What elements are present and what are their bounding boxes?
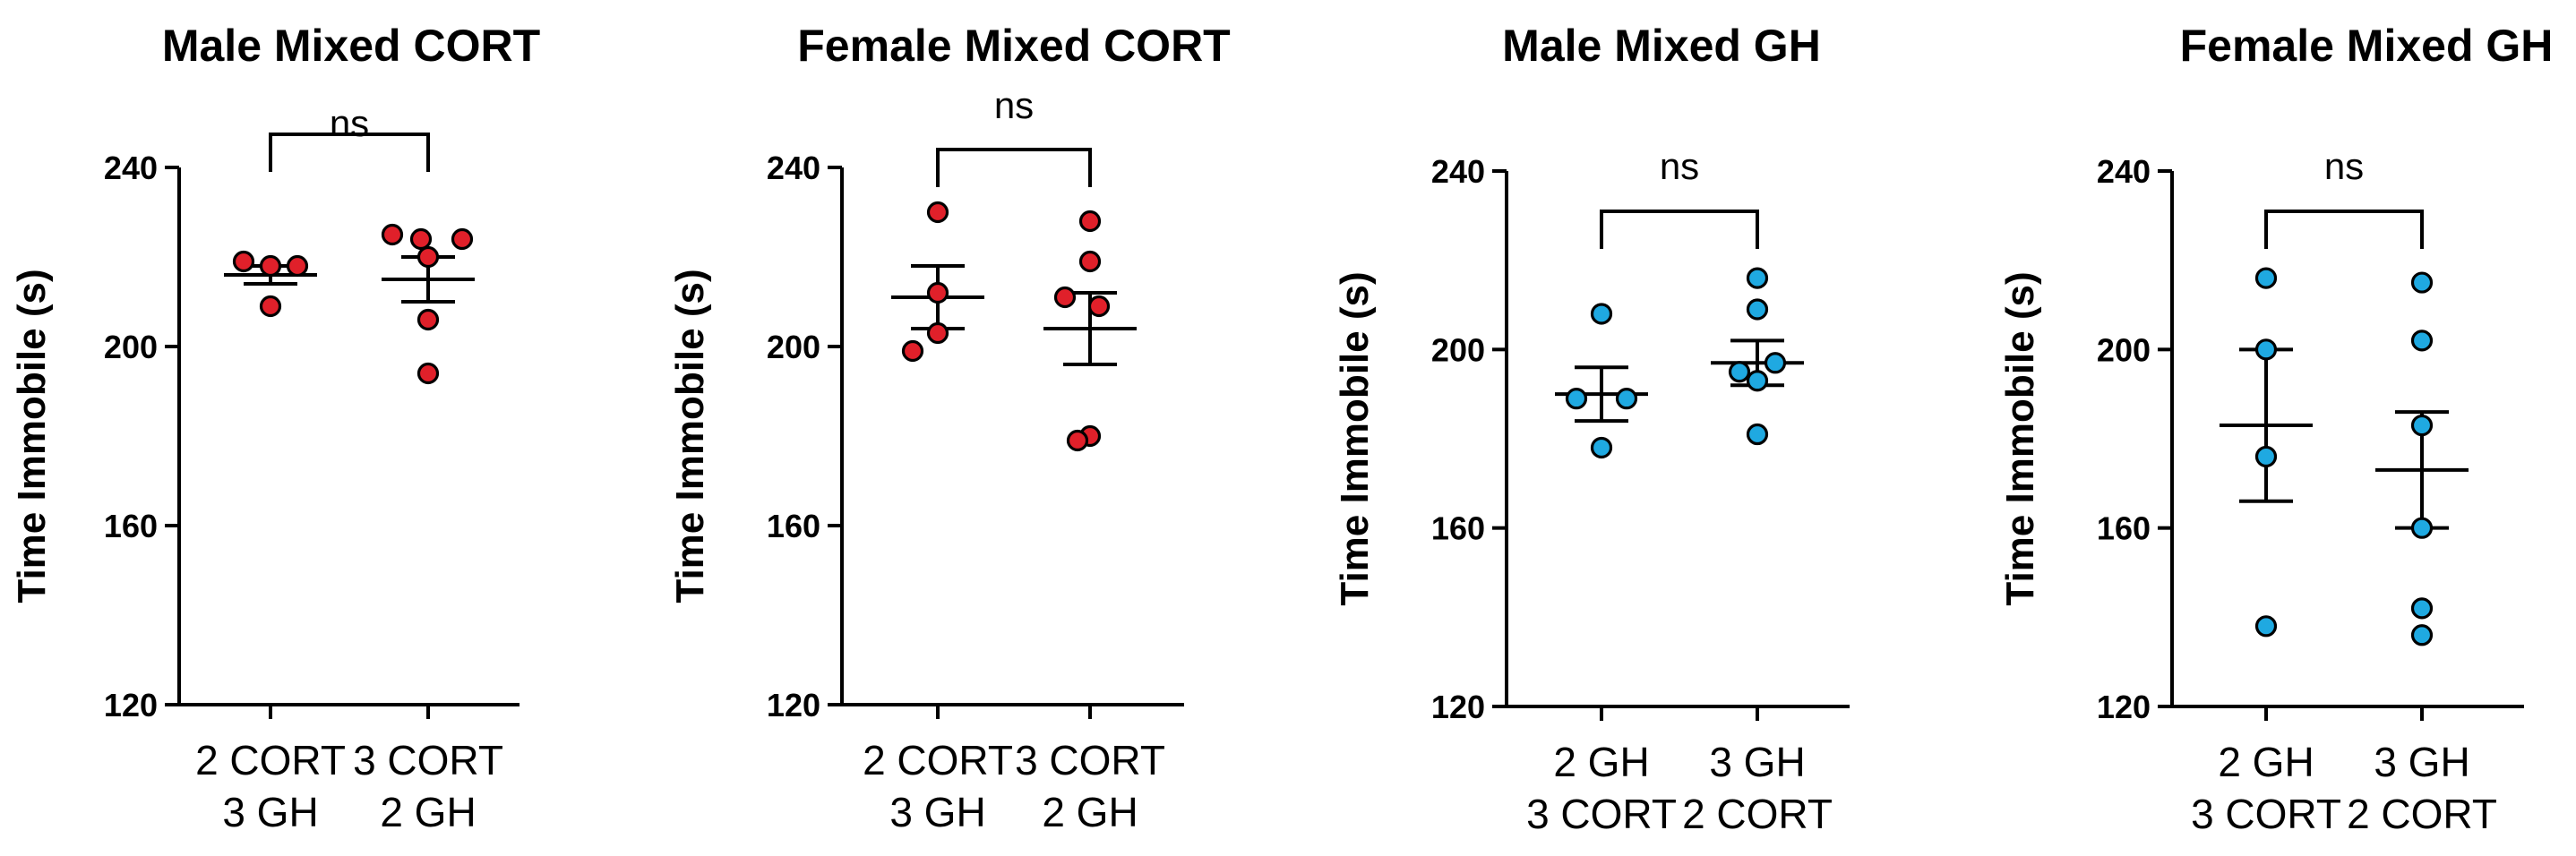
- data-point: [1087, 295, 1111, 318]
- y-tick-label: 240: [2097, 153, 2151, 190]
- data-point: [259, 295, 282, 318]
- data-point: [1078, 210, 1102, 233]
- y-tick-label: 160: [767, 508, 820, 544]
- chart-panel-3: Male Mixed GH Time Immobile (s) 120 160 200 2…: [1333, 21, 1850, 837]
- data-point: [416, 308, 440, 331]
- data-point: [901, 339, 924, 363]
- x-tick-label-line1: 2 GH: [1553, 739, 1649, 785]
- data-point: [2410, 624, 2434, 646]
- significance-label: ns: [330, 102, 369, 144]
- y-tick-label: 200: [1431, 331, 1485, 368]
- x-tick-label-line1: 3 GH: [1709, 739, 1805, 785]
- y-tick-label: 200: [767, 329, 820, 365]
- data-point: [1728, 361, 1751, 383]
- data-point: [926, 281, 949, 304]
- chart-title: Female Mixed GH: [2180, 21, 2554, 71]
- data-point: [1764, 352, 1787, 374]
- chart-panel-1: Male Mixed CORT Time Immobile (s) 120 160 20…: [10, 21, 540, 835]
- significance-bracket: [1600, 210, 1759, 249]
- data-point: [2410, 517, 2434, 539]
- data-point: [2254, 615, 2278, 638]
- y-tick-label: 120: [1431, 689, 1485, 725]
- data-point: [1565, 388, 1588, 410]
- data-point: [1078, 250, 1102, 273]
- data-point: [2254, 267, 2278, 289]
- y-axis-label: Time Immobile (s): [668, 269, 712, 603]
- significance-label: ns: [2324, 145, 2364, 187]
- x-tick-label-line1: 3 CORT: [353, 737, 503, 783]
- data-point: [451, 227, 474, 251]
- y-axis-label: Time Immobile (s): [1998, 271, 2042, 605]
- data-point: [2254, 338, 2278, 361]
- x-tick-label-line2: 2 GH: [1042, 789, 1138, 835]
- y-axis-label: Time Immobile (s): [1333, 271, 1377, 605]
- data-point: [1590, 303, 1613, 325]
- data-point: [286, 254, 309, 278]
- data-point: [1066, 429, 1089, 452]
- data-point: [2410, 330, 2434, 352]
- x-tick-label-line1: 2 GH: [2218, 739, 2314, 785]
- data-point: [381, 223, 404, 246]
- y-tick-label: 200: [2097, 331, 2151, 368]
- x-tick-label-line1: 2 CORT: [863, 737, 1013, 783]
- chart-title: Male Mixed GH: [1502, 21, 1821, 71]
- y-tick-label: 160: [104, 508, 158, 544]
- data-point: [416, 245, 440, 269]
- significance-bracket: [269, 133, 430, 172]
- y-tick-label: 200: [104, 329, 158, 365]
- y-tick-label: 120: [104, 687, 158, 723]
- data-point: [1746, 423, 1769, 446]
- significance-label: ns: [1660, 145, 1699, 187]
- y-tick-label: 160: [2097, 510, 2151, 547]
- x-tick-label-line2: 3 CORT: [2191, 791, 2341, 837]
- data-point: [259, 254, 282, 278]
- y-tick-label: 240: [767, 150, 820, 186]
- x-tick-label-line2: 3 GH: [889, 789, 985, 835]
- chart-panel-4: Female Mixed GH Time Immobile (s) 120 160 20…: [1998, 21, 2553, 837]
- y-axis-label: Time Immobile (s): [10, 269, 54, 603]
- data-point: [1746, 298, 1769, 321]
- x-tick-label-line1: 2 CORT: [195, 737, 346, 783]
- data-point: [409, 227, 433, 251]
- data-point: [1615, 388, 1638, 410]
- x-tick-label-line2: 2 CORT: [1682, 791, 1833, 837]
- data-point: [1746, 267, 1769, 289]
- significance-bracket: [936, 148, 1092, 187]
- data-point: [1746, 370, 1769, 392]
- chart-panel-2: Female Mixed CORT Time Immobile (s) 120 160…: [668, 21, 1231, 835]
- x-tick-label-line2: 3 GH: [222, 789, 318, 835]
- data-point: [1590, 436, 1613, 459]
- data-point: [2254, 445, 2278, 468]
- y-tick-label: 240: [104, 150, 158, 186]
- x-tick-label-line1: 3 GH: [2374, 739, 2469, 785]
- y-tick-label: 120: [767, 687, 820, 723]
- data-point: [926, 201, 949, 224]
- data-point: [926, 321, 949, 345]
- data-point: [2410, 271, 2434, 294]
- data-point: [2410, 597, 2434, 620]
- data-point: [2410, 414, 2434, 437]
- chart-title: Male Mixed CORT: [162, 21, 540, 71]
- x-tick-label-line2: 2 CORT: [2347, 791, 2497, 837]
- x-tick-label-line1: 3 CORT: [1015, 737, 1165, 783]
- y-tick-label: 240: [1431, 153, 1485, 190]
- y-tick-label: 120: [2097, 689, 2151, 725]
- x-tick-label-line2: 3 CORT: [1526, 791, 1677, 837]
- data-point: [232, 250, 255, 273]
- data-point: [1053, 286, 1077, 309]
- y-tick-label: 160: [1431, 510, 1485, 547]
- significance-bracket: [2264, 210, 2424, 249]
- data-point: [416, 362, 440, 385]
- significance-label: ns: [994, 84, 1034, 126]
- chart-title: Female Mixed CORT: [797, 21, 1230, 71]
- x-tick-label-line2: 2 GH: [380, 789, 476, 835]
